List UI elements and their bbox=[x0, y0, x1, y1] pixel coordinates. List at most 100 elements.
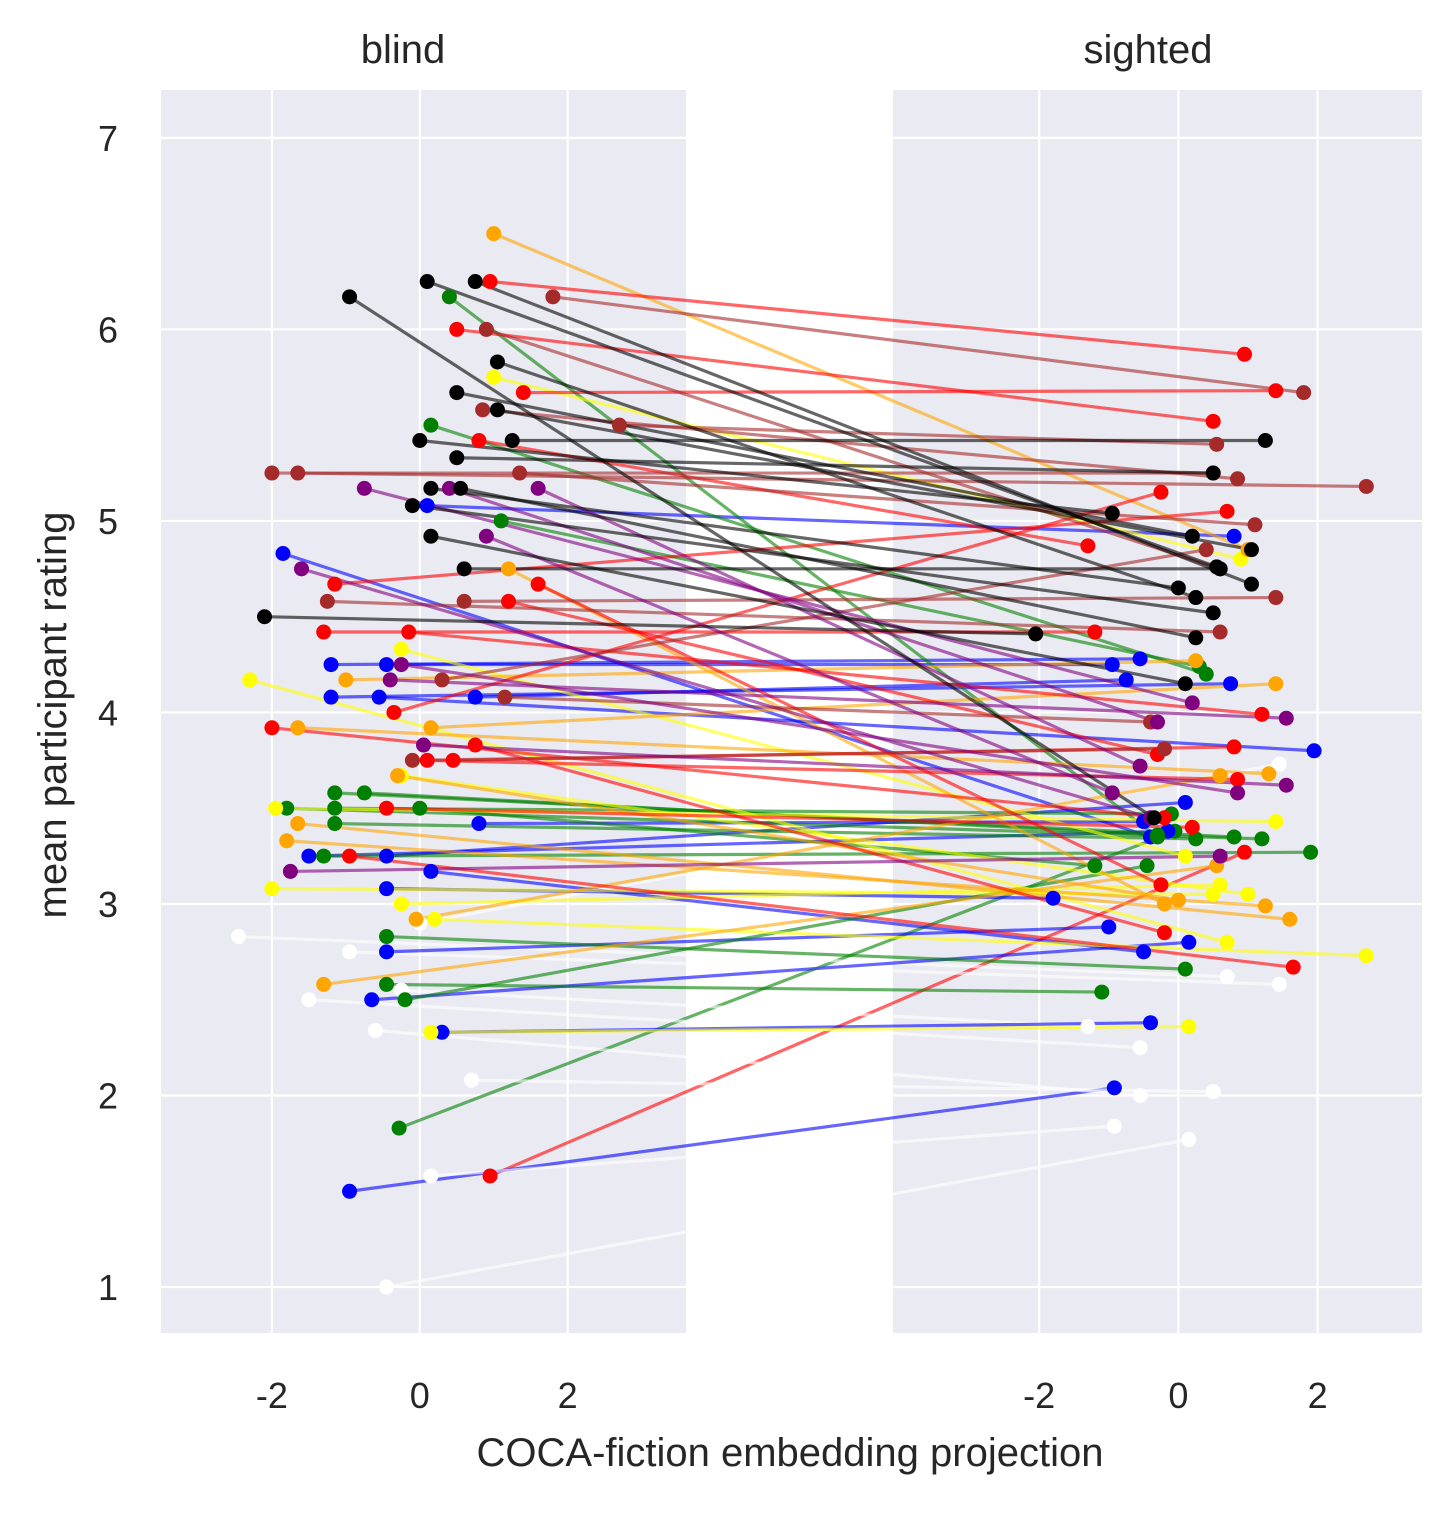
connecting-line bbox=[393, 490, 1162, 714]
point-sighted bbox=[1104, 785, 1120, 801]
point-sighted bbox=[1285, 959, 1301, 975]
point-sighted bbox=[1177, 794, 1193, 810]
point-blind bbox=[290, 465, 306, 481]
connecting-line bbox=[489, 279, 1245, 356]
connecting-line bbox=[485, 327, 1221, 571]
point-sighted bbox=[1139, 858, 1155, 874]
point-blind bbox=[445, 752, 461, 768]
connecting-line bbox=[552, 295, 1304, 395]
point-sighted bbox=[1268, 676, 1284, 692]
connecting-line bbox=[290, 854, 1221, 874]
point-sighted bbox=[1226, 739, 1242, 755]
point-blind bbox=[545, 289, 561, 305]
x-tick-label: 0 bbox=[1168, 1375, 1188, 1416]
point-blind bbox=[356, 785, 372, 801]
point-blind bbox=[319, 593, 335, 609]
point-blind bbox=[452, 480, 468, 496]
point-blind bbox=[393, 641, 409, 657]
point-blind bbox=[427, 911, 443, 927]
point-sighted bbox=[1104, 657, 1120, 673]
point-sighted bbox=[1209, 436, 1225, 452]
point-sighted bbox=[1188, 590, 1204, 606]
connecting-line bbox=[496, 360, 1197, 600]
point-sighted bbox=[1132, 651, 1148, 667]
point-sighted bbox=[1170, 892, 1186, 908]
point-sighted bbox=[1219, 969, 1235, 985]
point-blind bbox=[404, 498, 420, 514]
connecting-line bbox=[401, 662, 1238, 795]
connecting-line bbox=[419, 438, 1113, 515]
point-sighted bbox=[1156, 925, 1172, 941]
point-blind bbox=[342, 289, 358, 305]
connecting-line bbox=[398, 829, 1176, 1130]
point-sighted bbox=[1156, 741, 1172, 757]
point-sighted bbox=[1254, 831, 1270, 847]
point-blind bbox=[327, 816, 343, 832]
connecting-line bbox=[375, 1028, 1141, 1098]
point-blind bbox=[397, 992, 413, 1008]
point-sighted bbox=[1243, 576, 1259, 592]
connecting-line bbox=[423, 743, 1287, 787]
point-blind bbox=[327, 800, 343, 816]
connecting-line bbox=[460, 486, 1197, 640]
x-tick-label: 2 bbox=[1308, 1375, 1328, 1416]
point-sighted bbox=[1170, 580, 1186, 596]
point-blind bbox=[467, 737, 483, 753]
point-blind bbox=[478, 528, 494, 544]
point-blind bbox=[404, 752, 420, 768]
point-blind bbox=[515, 385, 531, 401]
x-tick-label: 2 bbox=[558, 1375, 578, 1416]
connecting-line bbox=[497, 408, 1252, 552]
point-sighted bbox=[1104, 505, 1120, 521]
point-sighted bbox=[1303, 844, 1319, 860]
connecting-line bbox=[430, 534, 1186, 686]
point-sighted bbox=[1212, 848, 1228, 864]
y-tick-label: 6 bbox=[98, 309, 118, 350]
connecting-line bbox=[493, 375, 1242, 561]
point-sighted bbox=[1240, 886, 1256, 902]
point-blind bbox=[290, 816, 306, 832]
point-sighted bbox=[1181, 1132, 1197, 1148]
point-blind bbox=[412, 432, 428, 448]
point-blind bbox=[530, 480, 546, 496]
point-sighted bbox=[1237, 346, 1253, 362]
connecting-line bbox=[379, 695, 1315, 753]
point-sighted bbox=[1177, 676, 1193, 692]
point-blind bbox=[342, 848, 358, 864]
point-sighted bbox=[1118, 672, 1134, 688]
connecting-line bbox=[456, 456, 1214, 475]
point-sighted bbox=[1177, 848, 1193, 864]
connecting-line bbox=[386, 982, 1102, 994]
connecting-line bbox=[434, 917, 1367, 958]
point-sighted bbox=[1257, 432, 1273, 448]
point-blind bbox=[423, 1024, 439, 1040]
points-layer bbox=[231, 226, 1374, 1295]
point-sighted bbox=[1230, 471, 1246, 487]
point-sighted bbox=[1087, 624, 1103, 640]
connecting-line bbox=[504, 695, 1151, 724]
point-blind bbox=[264, 881, 280, 897]
point-sighted bbox=[1230, 785, 1246, 801]
point-blind bbox=[390, 768, 406, 784]
point-blind bbox=[393, 657, 409, 673]
point-blind bbox=[382, 672, 398, 688]
point-blind bbox=[441, 289, 457, 305]
point-blind bbox=[416, 737, 431, 753]
x-tick-label: -2 bbox=[256, 1375, 288, 1416]
point-sighted bbox=[1143, 1015, 1159, 1031]
point-sighted bbox=[1278, 777, 1294, 793]
connecting-line bbox=[441, 548, 1207, 682]
point-sighted bbox=[1271, 756, 1287, 772]
point-sighted bbox=[1271, 976, 1287, 992]
connecting-line bbox=[519, 471, 1256, 527]
point-sighted bbox=[1237, 844, 1253, 860]
point-sighted bbox=[1080, 1019, 1096, 1035]
point-blind bbox=[316, 976, 332, 992]
point-sighted bbox=[1223, 676, 1239, 692]
point-blind bbox=[449, 321, 465, 337]
point-blind bbox=[501, 593, 517, 609]
connecting-line bbox=[523, 389, 1276, 395]
point-sighted bbox=[1226, 528, 1242, 544]
connecting-line bbox=[430, 1024, 1189, 1034]
